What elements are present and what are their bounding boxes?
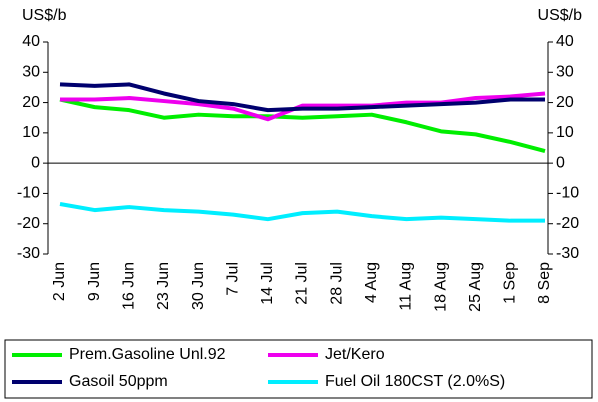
legend-label: Gasoil 50ppm <box>69 373 168 390</box>
x-tick-label: 30 Jun <box>190 262 207 310</box>
y2-tick-label: -10 <box>556 185 579 202</box>
y-tick-label: -10 <box>17 185 40 202</box>
y2-tick-label: 10 <box>556 124 574 141</box>
y-tick-label: 30 <box>22 64 40 81</box>
y2-tick-label: -20 <box>556 215 579 232</box>
x-tick-label: 14 Jul <box>259 262 276 305</box>
y2-tick-label: 0 <box>556 154 565 171</box>
y-tick-label: 0 <box>31 154 40 171</box>
x-tick-label: 23 Jun <box>155 262 172 310</box>
x-tick-label: 7 Jul <box>224 262 241 296</box>
y2-tick-label: 40 <box>556 33 574 50</box>
x-tick-label: 8 Sep <box>536 262 553 304</box>
y-tick-label: -20 <box>17 215 40 232</box>
y-axis-label: US$/b <box>22 7 67 24</box>
x-tick-label: 25 Aug <box>467 262 484 312</box>
legend-label: Prem.Gasoline Unl.92 <box>69 346 226 363</box>
series-line <box>59 97 546 153</box>
y-tick-label: 10 <box>22 124 40 141</box>
legend-label: Fuel Oil 180CST (2.0%S) <box>325 373 505 390</box>
x-tick-label: 1 Sep <box>502 262 519 304</box>
legend-box <box>4 339 593 399</box>
x-tick-label: 2 Jun <box>51 262 68 301</box>
series-line <box>59 202 545 223</box>
y-tick-label: 20 <box>22 94 40 111</box>
y-tick-label: -30 <box>17 245 40 262</box>
y2-axis-label: US$/b <box>538 7 583 24</box>
x-tick-label: 28 Jul <box>328 262 345 305</box>
y2-tick-label: -30 <box>556 245 579 262</box>
series-line <box>60 91 546 122</box>
y2-tick-label: 30 <box>556 64 574 81</box>
x-tick-label: 16 Jun <box>121 262 138 310</box>
y-tick-label: 40 <box>22 33 40 50</box>
x-tick-label: 11 Aug <box>398 262 415 311</box>
series-line <box>59 82 545 113</box>
y2-tick-label: 20 <box>556 94 574 111</box>
legend-label: Jet/Kero <box>325 346 385 363</box>
x-tick-label: 9 Jun <box>86 262 103 301</box>
x-tick-label: 21 Jul <box>294 262 311 305</box>
x-tick-label: 4 Aug <box>363 262 380 303</box>
x-tick-label: 18 Aug <box>432 262 449 312</box>
